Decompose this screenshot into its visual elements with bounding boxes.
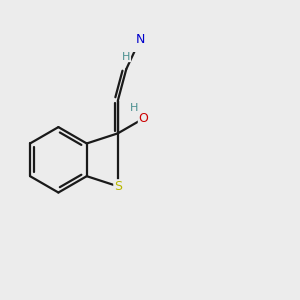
Text: N: N — [135, 33, 145, 46]
Text: S: S — [114, 180, 122, 193]
Text: O: O — [138, 112, 148, 125]
Text: H: H — [122, 52, 130, 61]
Text: H: H — [130, 103, 138, 113]
